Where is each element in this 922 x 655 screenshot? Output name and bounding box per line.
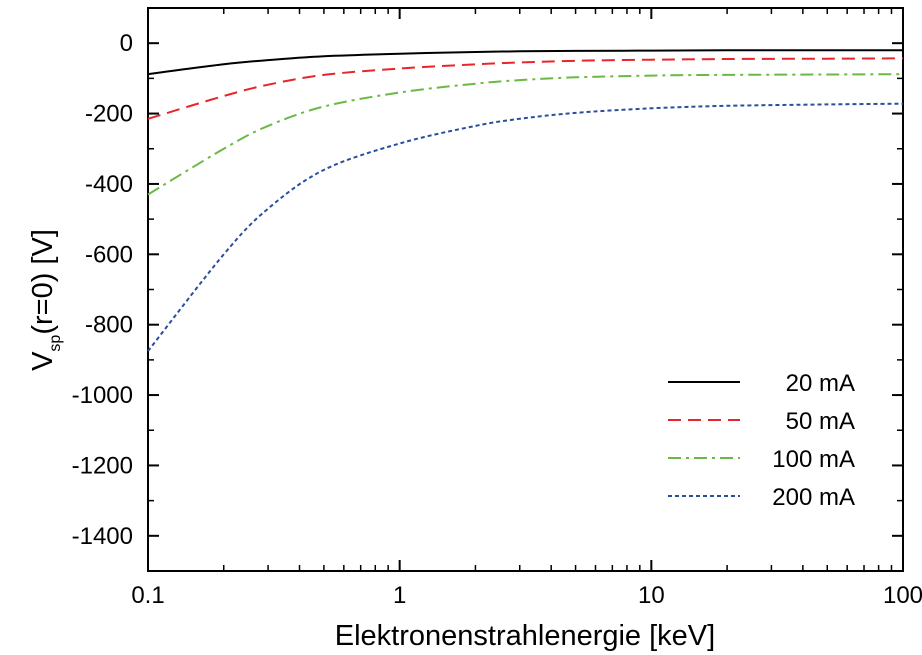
series-line-2	[147, 73, 904, 196]
x-tick-label: 100	[883, 582, 922, 609]
y-tick-label: -1200	[72, 452, 133, 479]
series-line-3	[147, 102, 904, 352]
y-tick-label: 0	[120, 30, 133, 57]
legend-label-3: 200 mA	[772, 484, 855, 511]
legend-label-0: 20 mA	[786, 370, 855, 397]
y-tick-label: -1400	[72, 523, 133, 550]
y-tick-label: -600	[85, 241, 133, 268]
axis-ticks: 0.1 1 10 100 0 -200 -400 -600 -800 -1000 -1200 -140…	[72, 7, 922, 609]
y-axis-label-rest: (r=0) [V]	[27, 229, 59, 335]
series-line-1	[147, 57, 904, 120]
y-tick-label: -200	[85, 101, 133, 128]
y-tick-label: -800	[85, 312, 133, 339]
legend: 20 mA 50 mA 100 mA 200 mA	[668, 370, 855, 511]
y-tick-label: -400	[85, 171, 133, 198]
y-axis-label: Vsp(r=0) [V]	[27, 229, 64, 371]
series-line-0	[147, 49, 903, 76]
y-axis-label-subscript: sp	[47, 335, 64, 352]
series-lines	[147, 49, 904, 352]
x-axis-label: Elektronenstrahlenergie [keV]	[335, 620, 715, 652]
y-axis-label-main: V	[27, 351, 59, 371]
legend-label-1: 50 mA	[786, 408, 855, 435]
y-tick-label: -1000	[72, 382, 133, 409]
x-tick-label: 10	[638, 582, 665, 609]
x-tick-label: 1	[393, 582, 406, 609]
x-tick-label: 0.1	[131, 582, 164, 609]
legend-label-2: 100 mA	[772, 446, 855, 473]
